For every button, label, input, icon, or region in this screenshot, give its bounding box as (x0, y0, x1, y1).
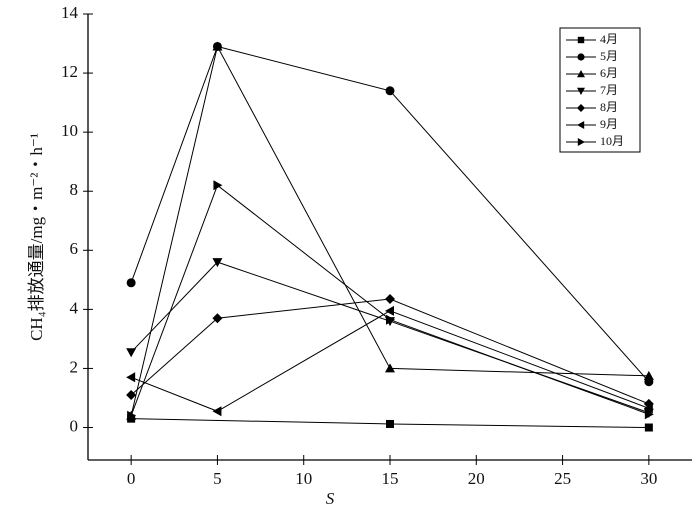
y-tick-label: 6 (70, 239, 79, 258)
marker (213, 180, 223, 191)
x-tick-label: 10 (295, 469, 312, 488)
x-tick-label: 0 (127, 469, 136, 488)
marker (126, 348, 137, 358)
series-line (130, 184, 650, 416)
legend-label: 7月 (600, 83, 618, 97)
legend-label: 4月 (600, 32, 618, 46)
marker (644, 409, 654, 420)
y-tick-label: 4 (70, 298, 79, 317)
marker (212, 258, 223, 268)
marker (386, 419, 394, 428)
marker (577, 138, 585, 146)
marker (577, 87, 585, 95)
marker (127, 410, 137, 421)
marker (385, 86, 395, 96)
marker (577, 104, 585, 112)
x-tick-label: 30 (640, 469, 657, 488)
marker (385, 363, 395, 373)
y-axis-title: CH₄排放通量/mg・m⁻²・h⁻¹ (27, 133, 46, 341)
marker (577, 70, 585, 78)
legend-label: 6月 (600, 66, 618, 80)
x-tick-label: 15 (382, 469, 399, 488)
marker (643, 403, 653, 414)
marker (577, 121, 585, 129)
marker (126, 390, 137, 401)
marker (126, 278, 136, 288)
marker (212, 313, 223, 324)
marker (385, 294, 395, 305)
series-line (130, 45, 649, 416)
marker (643, 370, 654, 380)
marker (577, 36, 585, 44)
x-axis-title: S (326, 489, 335, 508)
marker (386, 314, 395, 325)
y-tick-label: 14 (61, 3, 79, 22)
legend-label: 10月 (600, 134, 624, 148)
y-tick-label: 2 (70, 357, 79, 376)
legend-box (559, 27, 641, 153)
x-tick-label: 5 (213, 469, 222, 488)
y-tick-label: 0 (70, 416, 79, 435)
marker (212, 406, 222, 417)
legend-label: 8月 (600, 100, 618, 114)
marker (385, 305, 394, 316)
y-tick-label: 8 (70, 180, 79, 199)
x-tick-label: 25 (554, 469, 571, 488)
series-line (130, 298, 650, 405)
y-tick-label: 12 (61, 62, 78, 81)
x-tick-label: 20 (468, 469, 485, 488)
series-line (130, 261, 650, 414)
legend-label: 9月 (600, 117, 618, 131)
marker (644, 423, 653, 432)
y-tick-label: 10 (61, 121, 78, 140)
series-line (130, 310, 650, 412)
marker (577, 53, 585, 61)
legend-label: 5月 (600, 49, 618, 63)
series-line (130, 45, 650, 383)
marker (126, 372, 136, 383)
legend: 4月 5月 6月 7月 8月 9月 10月 (559, 27, 641, 153)
marker (212, 41, 223, 51)
